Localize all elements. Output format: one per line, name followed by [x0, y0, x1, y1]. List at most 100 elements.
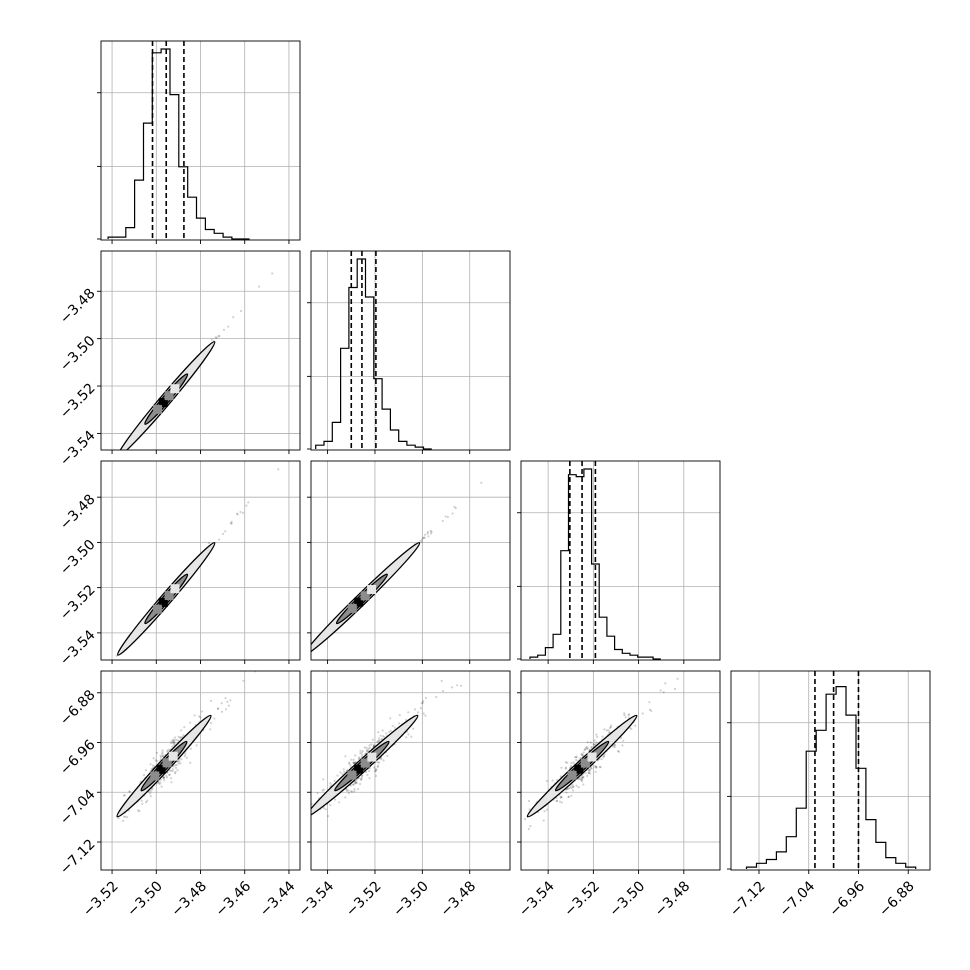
scatter-frame-1-0 [100, 250, 301, 451]
sample-point [142, 773, 146, 777]
sample-point [218, 334, 221, 337]
sample-point [575, 758, 578, 762]
sample-point [623, 714, 626, 717]
sample-point [162, 777, 165, 780]
sample-point [359, 749, 362, 752]
sample-point [351, 790, 354, 793]
sample-point [580, 753, 583, 756]
sample-point [376, 764, 380, 767]
sample-point [421, 701, 424, 704]
sample-point [245, 504, 248, 507]
sample-point [435, 695, 438, 699]
sample-point [247, 501, 250, 504]
sample-point [413, 708, 417, 711]
scatter-frame-3-0 [100, 670, 301, 871]
sample-point [605, 729, 608, 732]
sample-point [543, 810, 546, 813]
sample-point [215, 336, 218, 339]
sample-point [368, 744, 371, 747]
sample-point [322, 778, 325, 781]
sample-point [583, 748, 587, 751]
hist-panel-1 [307, 250, 511, 454]
sample-point [422, 536, 425, 540]
sample-point [613, 744, 616, 747]
sample-point [336, 774, 339, 777]
xtick-label-1-2: −3.50 [390, 878, 432, 920]
sample-point [230, 522, 233, 525]
sample-point [599, 766, 602, 769]
sample-point [154, 759, 157, 762]
sample-point [177, 735, 180, 738]
sample-point [593, 739, 596, 742]
sample-point [126, 816, 129, 819]
sample-point [171, 741, 174, 744]
sample-point [347, 792, 350, 795]
sample-point [427, 535, 430, 538]
xtick-label-3-0: −7.12 [727, 878, 769, 920]
sample-point [156, 759, 159, 762]
sample-point [424, 696, 428, 700]
sample-point [527, 827, 530, 831]
sample-point [144, 769, 148, 772]
sample-point [344, 755, 347, 758]
sample-point [624, 716, 627, 719]
sample-point [347, 789, 350, 792]
density-cell-3 [367, 752, 377, 762]
sample-point [620, 736, 623, 740]
scatter-frame-3-1 [310, 670, 511, 871]
sample-point [460, 684, 463, 687]
sample-point [236, 513, 239, 516]
sample-point [580, 776, 583, 780]
sample-point [577, 777, 580, 781]
sample-point [579, 778, 582, 781]
sample-point [173, 741, 176, 745]
sample-point [227, 704, 230, 707]
sample-point [523, 818, 527, 821]
sample-point [473, 661, 475, 663]
sample-point [560, 801, 563, 804]
sample-point [581, 754, 585, 757]
scatter-content-3-0 [116, 671, 257, 823]
sample-point [174, 772, 177, 775]
density-cell-0 [158, 597, 168, 607]
hist-panel-3 [727, 670, 931, 874]
sample-point [360, 775, 364, 778]
sample-point [216, 707, 219, 710]
sample-point [124, 815, 127, 818]
scatter-frame-3-2 [520, 670, 721, 871]
sample-point [442, 689, 445, 693]
xtick-label-2-0: −3.54 [516, 878, 558, 920]
sample-point [327, 815, 330, 818]
sample-point [185, 756, 188, 759]
sample-point [168, 773, 171, 776]
sample-point [357, 788, 360, 791]
sample-point [354, 782, 357, 785]
sample-point [240, 309, 243, 313]
density-cell-1 [580, 758, 590, 768]
sample-point [353, 788, 356, 791]
sample-point [183, 726, 186, 729]
sample-point [610, 724, 613, 727]
sample-point [430, 530, 433, 534]
sample-point [371, 738, 374, 741]
xtick-label-2-3: −3.48 [652, 878, 694, 920]
sample-point [405, 718, 408, 722]
sample-point [410, 735, 413, 738]
sample-point [175, 738, 178, 742]
sample-point [193, 714, 196, 717]
sample-point [375, 768, 378, 771]
sample-point [218, 538, 221, 541]
density-cell-3 [170, 584, 180, 594]
density-cell-0 [354, 764, 364, 774]
sample-point [389, 729, 393, 733]
xtick-label-3-3: −6.88 [876, 878, 918, 920]
histogram-3 [745, 686, 917, 869]
sample-point [569, 764, 572, 768]
sample-point [444, 515, 447, 518]
sample-point [365, 770, 368, 774]
sample-point [166, 749, 169, 752]
histogram-0 [107, 48, 250, 240]
sample-point [685, 667, 687, 669]
sample-point [377, 737, 381, 740]
sample-point [450, 686, 454, 689]
